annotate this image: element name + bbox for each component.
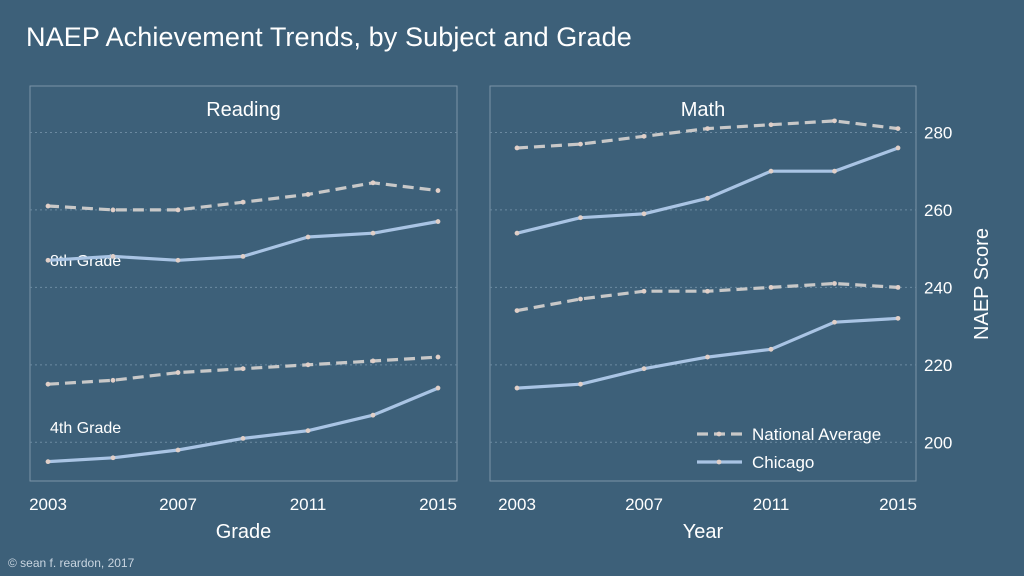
reading-8th-grade-chicago-point-2011 (305, 234, 311, 240)
reading-8th-grade-national-point-2011 (305, 192, 311, 197)
y-tick-200: 200 (924, 433, 952, 452)
reading-8th-grade-chicago-point-2003 (45, 257, 51, 263)
math-8th-grade-chicago-point-2013 (832, 168, 837, 174)
math-8th-grade-chicago-point-2015 (895, 145, 901, 151)
math-8th-grade-chicago-point-2003 (514, 230, 520, 236)
math-8th-grade-chicago-line (516, 146, 899, 235)
reading-8th-grade-national-point-2013 (370, 180, 376, 186)
math-x-tick-2015: 2015 (879, 495, 917, 514)
reading-8th-grade-national-point-2015 (435, 188, 441, 193)
legend-marker-chicago (716, 459, 722, 465)
reading-4th-grade-national-point-2007 (175, 370, 181, 375)
reading-8th-grade-chicago-point-2007 (175, 257, 181, 263)
math-x-tick-2003: 2003 (498, 495, 536, 514)
math-8th-grade-national-point-2015 (895, 126, 901, 131)
math-4th-grade-national-point-2011 (768, 284, 774, 290)
reading-x-tick-2011: 2011 (290, 495, 327, 514)
math-8th-grade-national-point-2005 (578, 141, 583, 147)
reading-8th-grade-chicago-point-2009 (240, 253, 246, 259)
reading-8th-grade-chicago-point-2015 (435, 219, 441, 224)
reading-4th-grade-national-point-2005 (110, 377, 116, 383)
reading-8th-grade-chicago-point-2013 (370, 230, 376, 236)
math-8th-grade-national-point-2009 (705, 126, 710, 131)
reading-4th-grade-national-point-2009 (240, 366, 246, 372)
math-panel: Math 2003 2007 2011 2015 Year 200 220 240 260 280 N… (489, 85, 993, 543)
math-4th-grade-chicago-point-2013 (832, 319, 837, 325)
math-4th-grade-national-point-2015 (895, 284, 901, 290)
reading-4th-grade-chicago-point-2007 (175, 447, 181, 453)
math-4th-grade-chicago-point-2009 (705, 354, 710, 360)
math-panel-frame (489, 85, 917, 482)
math-4th-grade-chicago-point-2015 (895, 315, 901, 321)
reading-x-tick-2007: 2007 (159, 495, 197, 514)
reading-panel-frame (29, 85, 458, 482)
reading-8th-grade-national-line (47, 181, 439, 212)
math-4th-grade-national-point-2013 (832, 281, 837, 286)
reading-8th-grade-national-point-2009 (240, 199, 246, 205)
math-4th-grade-chicago-point-2007 (641, 366, 647, 372)
math-x-axis-title: Year (683, 521, 724, 543)
reading-x-axis-title: Grade (216, 521, 272, 543)
reading-4th-grade-chicago-point-2005 (110, 455, 116, 461)
math-4th-grade-chicago-point-2011 (768, 346, 774, 352)
math-8th-grade-chicago-point-2005 (578, 215, 583, 221)
y-tick-240: 240 (924, 278, 952, 297)
y-tick-220: 220 (924, 356, 952, 375)
reading-4th-grade-national-point-2011 (305, 362, 311, 368)
math-8th-grade-national-point-2003 (514, 145, 520, 151)
math-4th-grade-chicago-point-2003 (514, 385, 520, 391)
math-4th-grade-chicago-point-2005 (578, 381, 583, 387)
legend: National Average Chicago (697, 425, 881, 472)
y-tick-280: 280 (924, 123, 952, 142)
reading-4th-grade-national-point-2013 (370, 358, 376, 364)
math-8th-grade-national-point-2011 (768, 122, 774, 128)
reading-4th-grade-chicago-point-2009 (240, 436, 246, 441)
reading-4th-grade-chicago-point-2011 (305, 428, 311, 434)
math-8th-grade-chicago-point-2009 (705, 195, 710, 201)
math-panel-title: Math (681, 99, 725, 121)
math-8th-grade-chicago-point-2011 (768, 168, 774, 174)
legend-label-chicago: Chicago (752, 453, 814, 472)
reading-8th-grade-national-point-2005 (110, 207, 116, 213)
math-x-tick-2007: 2007 (625, 495, 663, 514)
reading-4th-grade-chicago-point-2003 (45, 459, 51, 465)
legend-marker-national (716, 431, 722, 437)
copyright-text: © sean f. reardon, 2017 (8, 556, 135, 570)
math-4th-grade-chicago-line (516, 316, 899, 390)
math-4th-grade-national-point-2007 (641, 288, 647, 294)
legend-label-national: National Average (752, 425, 881, 444)
math-8th-grade-national-line (516, 119, 899, 150)
math-4th-grade-national-point-2003 (514, 308, 520, 314)
reading-8th-grade-national-point-2007 (175, 207, 181, 213)
reading-8th-grade-chicago-point-2005 (110, 253, 116, 259)
reading-4th-grade-chicago-point-2013 (370, 412, 376, 418)
math-4th-grade-national-point-2005 (578, 296, 583, 302)
math-4th-grade-national-point-2009 (705, 288, 710, 294)
reading-4th-grade-national-point-2003 (45, 381, 51, 387)
math-8th-grade-chicago-point-2007 (641, 211, 647, 217)
y-tick-260: 260 (924, 201, 952, 220)
math-x-tick-2011: 2011 (753, 495, 790, 514)
y-axis-title: NAEP Score (971, 228, 993, 340)
chart-title: NAEP Achievement Trends, by Subject and … (26, 22, 632, 52)
reading-x-tick-2003: 2003 (29, 495, 67, 514)
reading-x-tick-2015: 2015 (419, 495, 457, 514)
math-8th-grade-national-point-2013 (832, 118, 837, 124)
math-8th-grade-national-point-2007 (641, 133, 647, 139)
reading-panel-title: Reading (206, 99, 281, 121)
reading-group-label-4th-grade: 4th Grade (50, 420, 121, 437)
reading-4th-grade-national-point-2015 (435, 354, 441, 360)
reading-8th-grade-national-point-2003 (45, 203, 51, 209)
reading-4th-grade-chicago-point-2015 (435, 385, 441, 391)
